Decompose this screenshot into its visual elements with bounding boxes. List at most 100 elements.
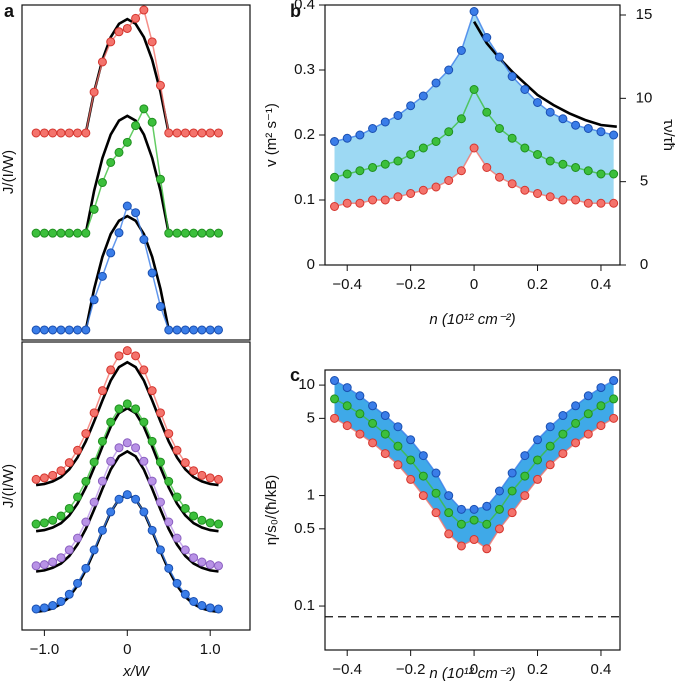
band bbox=[334, 380, 614, 549]
data-point bbox=[197, 325, 207, 335]
data-point bbox=[106, 417, 116, 427]
data-point bbox=[368, 401, 378, 411]
data-point bbox=[172, 578, 182, 588]
data-point bbox=[164, 228, 174, 238]
plot-frame bbox=[324, 369, 621, 651]
data-point bbox=[456, 504, 466, 514]
data-point bbox=[213, 128, 223, 138]
data-point bbox=[164, 517, 174, 527]
data-point bbox=[456, 519, 466, 529]
data-point bbox=[520, 451, 530, 461]
data-point bbox=[147, 436, 157, 446]
y2-tick-label: 10 bbox=[636, 89, 653, 106]
data-point bbox=[147, 386, 157, 396]
data-point bbox=[39, 560, 49, 570]
data-point bbox=[558, 159, 568, 169]
x-tick-label: 0 bbox=[470, 276, 478, 293]
data-point bbox=[31, 519, 41, 529]
data-point bbox=[520, 85, 530, 94]
data-point bbox=[558, 195, 568, 205]
data-point bbox=[106, 507, 116, 517]
x-tick-label: 0 bbox=[470, 661, 478, 678]
x-tick-label: 0.4 bbox=[591, 276, 612, 293]
data-point bbox=[583, 409, 593, 419]
data-point bbox=[533, 474, 543, 484]
data-point bbox=[494, 52, 504, 62]
data-point bbox=[197, 470, 207, 480]
data-point bbox=[73, 492, 83, 502]
data-line bbox=[35, 441, 219, 567]
panel-label: a bbox=[4, 1, 15, 21]
data-point bbox=[609, 413, 619, 423]
data-point bbox=[571, 401, 581, 411]
data-point bbox=[558, 449, 568, 459]
x-tick-label: 0.2 bbox=[527, 661, 548, 678]
data-point bbox=[469, 515, 479, 525]
data-point bbox=[205, 325, 215, 335]
data-point bbox=[342, 383, 352, 393]
data-point bbox=[609, 376, 619, 386]
data-point bbox=[533, 150, 543, 159]
data-point bbox=[48, 470, 58, 480]
data-point bbox=[180, 503, 190, 513]
data-point bbox=[355, 391, 365, 401]
data-point bbox=[64, 128, 74, 138]
data-point bbox=[106, 37, 116, 47]
data-point bbox=[81, 563, 91, 573]
data-point bbox=[189, 596, 199, 606]
data-point bbox=[545, 441, 555, 451]
data-point bbox=[131, 121, 141, 131]
data-line bbox=[35, 349, 219, 481]
data-point bbox=[380, 411, 390, 421]
data-point bbox=[122, 490, 132, 500]
data-point bbox=[545, 460, 555, 470]
data-point bbox=[583, 166, 593, 176]
data-point bbox=[155, 457, 165, 467]
data-point bbox=[456, 46, 466, 55]
data-point bbox=[393, 460, 403, 470]
data-point bbox=[56, 466, 66, 476]
data-point bbox=[213, 325, 223, 335]
data-point bbox=[213, 519, 223, 529]
data-point bbox=[609, 394, 619, 404]
data-point bbox=[155, 80, 165, 90]
data-point bbox=[482, 501, 492, 511]
y-tick-label: 0.1 bbox=[294, 597, 315, 614]
data-point bbox=[139, 507, 149, 517]
data-point bbox=[122, 23, 132, 33]
data-point bbox=[131, 404, 141, 414]
data-point bbox=[39, 325, 49, 335]
data-point bbox=[406, 474, 416, 484]
data-point bbox=[147, 37, 157, 47]
y-tick-label: 10 bbox=[298, 376, 315, 393]
data-point bbox=[114, 147, 124, 157]
data-point bbox=[197, 228, 207, 238]
data-point bbox=[172, 128, 182, 138]
data-point bbox=[342, 421, 352, 431]
x-tick-label: −0.2 bbox=[396, 276, 426, 293]
data-point bbox=[393, 441, 403, 451]
data-point bbox=[155, 497, 165, 507]
data-point bbox=[494, 172, 504, 182]
data-point bbox=[81, 228, 91, 238]
data-point bbox=[406, 189, 416, 198]
data-point bbox=[558, 114, 568, 124]
y-tick-label: 0.5 bbox=[294, 520, 315, 537]
data-point bbox=[64, 228, 74, 238]
data-point bbox=[444, 127, 454, 137]
data-point bbox=[97, 178, 107, 188]
data-point bbox=[545, 192, 555, 202]
fit-line bbox=[35, 449, 219, 573]
data-point bbox=[330, 202, 340, 211]
data-point bbox=[380, 159, 390, 169]
data-point bbox=[48, 515, 58, 525]
data-point bbox=[197, 128, 207, 138]
data-point bbox=[114, 228, 124, 238]
data-point bbox=[172, 228, 182, 238]
data-point bbox=[155, 408, 165, 418]
data-point bbox=[558, 411, 568, 421]
data-point bbox=[482, 107, 492, 117]
data-point bbox=[482, 33, 492, 42]
data-point bbox=[444, 65, 454, 75]
panel-label: c bbox=[290, 365, 300, 385]
